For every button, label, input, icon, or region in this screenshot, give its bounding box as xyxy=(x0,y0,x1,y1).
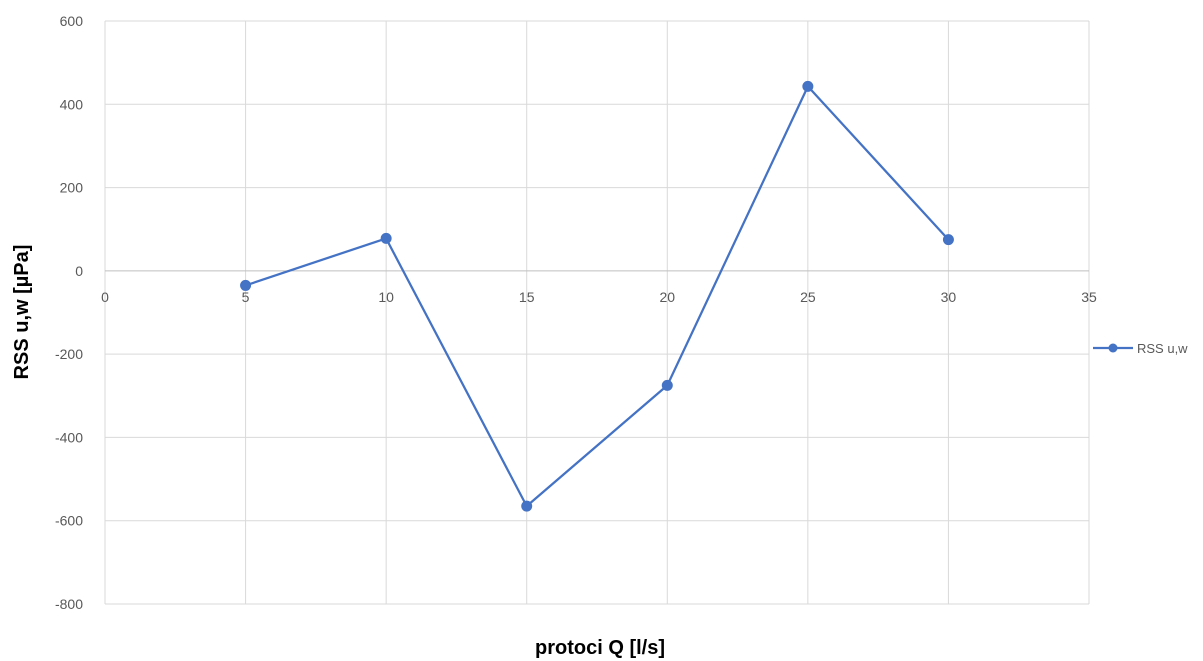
x-tick-label: 5 xyxy=(242,289,250,305)
y-tick-label: 200 xyxy=(60,180,84,196)
y-tick-label: -200 xyxy=(55,346,83,362)
data-point xyxy=(942,234,954,246)
legend-label: RSS u,w xyxy=(1137,341,1188,356)
x-tick-label: 35 xyxy=(1081,289,1097,305)
legend-marker xyxy=(1108,343,1118,353)
x-axis-title: protoci Q [l/s] xyxy=(535,637,665,659)
x-tick-label: 20 xyxy=(659,289,675,305)
x-tick-label: 15 xyxy=(519,289,535,305)
series-line xyxy=(245,85,950,508)
data-point xyxy=(661,379,673,391)
legend: RSS u,w xyxy=(1093,341,1188,356)
data-point xyxy=(240,279,252,291)
series-layer xyxy=(240,80,954,512)
x-tick-label: 10 xyxy=(378,289,394,305)
data-point xyxy=(380,232,392,244)
data-point xyxy=(802,80,814,92)
data-point xyxy=(521,500,533,512)
grid-layer xyxy=(104,20,1090,605)
y-tick-label: -400 xyxy=(55,429,83,445)
x-tick-label: 30 xyxy=(941,289,957,305)
y-tick-label: 600 xyxy=(60,13,84,29)
x-tick-label: 25 xyxy=(800,289,816,305)
y-tick-label: 400 xyxy=(60,96,84,112)
label-layer: 600 400 200 0 -200 -400 -600 -800 0 5 10 15 20 25 30 35 xyxy=(55,13,1097,612)
x-tick-label: 0 xyxy=(101,289,109,305)
y-tick-label: -800 xyxy=(55,596,83,612)
y-tick-label: 0 xyxy=(75,263,83,279)
y-tick-label: -600 xyxy=(55,513,83,529)
y-axis-title: RSS u,w [µPa] xyxy=(11,245,33,380)
